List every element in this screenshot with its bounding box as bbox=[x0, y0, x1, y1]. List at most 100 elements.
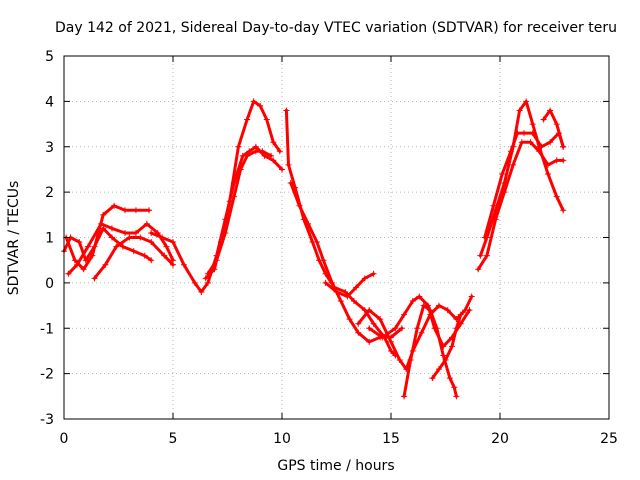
y-tick-label: 4 bbox=[45, 94, 54, 110]
data-point bbox=[337, 298, 344, 305]
data-point bbox=[113, 243, 120, 250]
data-point bbox=[355, 329, 362, 336]
series-line bbox=[478, 99, 565, 258]
data-point bbox=[481, 234, 488, 241]
data-point bbox=[268, 152, 275, 159]
data-point bbox=[457, 311, 464, 318]
data-point bbox=[418, 329, 425, 336]
data-point bbox=[442, 357, 449, 364]
data-point bbox=[100, 211, 107, 218]
y-tick-label: -3 bbox=[40, 412, 54, 428]
data-point bbox=[353, 284, 360, 291]
data-point bbox=[529, 130, 536, 137]
data-point bbox=[244, 152, 251, 159]
data-point bbox=[547, 107, 554, 114]
data-point bbox=[370, 270, 377, 277]
data-point bbox=[202, 275, 209, 282]
data-point bbox=[435, 366, 442, 373]
x-tick-label: 10 bbox=[273, 431, 291, 447]
series-track-17 bbox=[481, 130, 567, 241]
data-point bbox=[252, 148, 259, 155]
data-point bbox=[132, 229, 139, 236]
data-point bbox=[283, 107, 290, 114]
data-point bbox=[161, 252, 168, 259]
data-point bbox=[180, 261, 187, 268]
data-point bbox=[466, 307, 473, 314]
data-point bbox=[560, 143, 567, 150]
x-tick-label: 0 bbox=[60, 431, 69, 447]
series-line bbox=[356, 295, 474, 371]
data-point bbox=[163, 243, 170, 250]
data-point bbox=[355, 320, 362, 327]
series-track-13 bbox=[401, 302, 460, 400]
data-point bbox=[263, 116, 270, 123]
data-point bbox=[433, 325, 440, 332]
series-line bbox=[149, 145, 284, 294]
data-point bbox=[285, 161, 292, 168]
series-track-6 bbox=[202, 98, 283, 282]
data-point bbox=[499, 170, 506, 177]
data-point bbox=[329, 279, 336, 286]
series-track-14 bbox=[429, 311, 464, 382]
series-line bbox=[402, 304, 458, 398]
data-point bbox=[529, 121, 536, 128]
data-point bbox=[130, 248, 137, 255]
data-point bbox=[453, 325, 460, 332]
data-point bbox=[89, 252, 96, 259]
data-point bbox=[392, 325, 399, 332]
data-point bbox=[379, 334, 386, 341]
data-point bbox=[65, 270, 72, 277]
data-point bbox=[108, 225, 115, 232]
data-point bbox=[350, 298, 357, 305]
series-track-10 bbox=[322, 270, 377, 300]
x-tick-label: 15 bbox=[382, 431, 400, 447]
data-point bbox=[507, 148, 514, 155]
data-point bbox=[257, 102, 264, 109]
data-point bbox=[527, 139, 534, 146]
data-point bbox=[231, 193, 238, 200]
data-point bbox=[143, 220, 150, 227]
data-point bbox=[501, 180, 508, 187]
data-point bbox=[270, 157, 277, 164]
data-point bbox=[475, 266, 482, 273]
data-point bbox=[560, 157, 567, 164]
y-tick-label: 2 bbox=[45, 185, 54, 201]
data-point bbox=[429, 375, 436, 382]
data-point bbox=[137, 234, 144, 241]
axis-ticks bbox=[63, 55, 610, 420]
data-point bbox=[510, 161, 517, 168]
data-point bbox=[91, 275, 98, 282]
data-point bbox=[444, 307, 451, 314]
data-point bbox=[279, 166, 285, 173]
data-point bbox=[453, 393, 460, 400]
y-tick-label: 5 bbox=[45, 49, 54, 65]
data-point bbox=[388, 338, 394, 345]
data-point bbox=[407, 357, 414, 364]
data-point bbox=[287, 180, 294, 187]
series-line bbox=[289, 181, 404, 344]
x-tick-label: 25 bbox=[600, 431, 618, 447]
data-point bbox=[370, 320, 377, 327]
data-point bbox=[377, 316, 384, 323]
data-point bbox=[305, 220, 312, 227]
data-point bbox=[237, 166, 244, 173]
series-line bbox=[542, 108, 565, 149]
grid bbox=[64, 56, 609, 419]
data-point bbox=[401, 311, 408, 318]
series-track-15 bbox=[475, 139, 567, 273]
data-point bbox=[483, 252, 490, 259]
data-point bbox=[547, 139, 554, 146]
data-point bbox=[122, 229, 129, 236]
data-point bbox=[119, 243, 126, 250]
data-point bbox=[435, 302, 442, 309]
chart-title: Day 142 of 2021, Sidereal Day-to-day VTE… bbox=[55, 20, 617, 36]
data-point bbox=[449, 343, 456, 350]
data-point bbox=[553, 193, 560, 200]
series-line bbox=[430, 313, 463, 380]
series-track-18 bbox=[540, 107, 567, 150]
data-point bbox=[446, 375, 453, 382]
y-tick-label: -1 bbox=[40, 321, 54, 337]
data-point bbox=[553, 121, 560, 128]
series-track-5 bbox=[148, 143, 285, 295]
